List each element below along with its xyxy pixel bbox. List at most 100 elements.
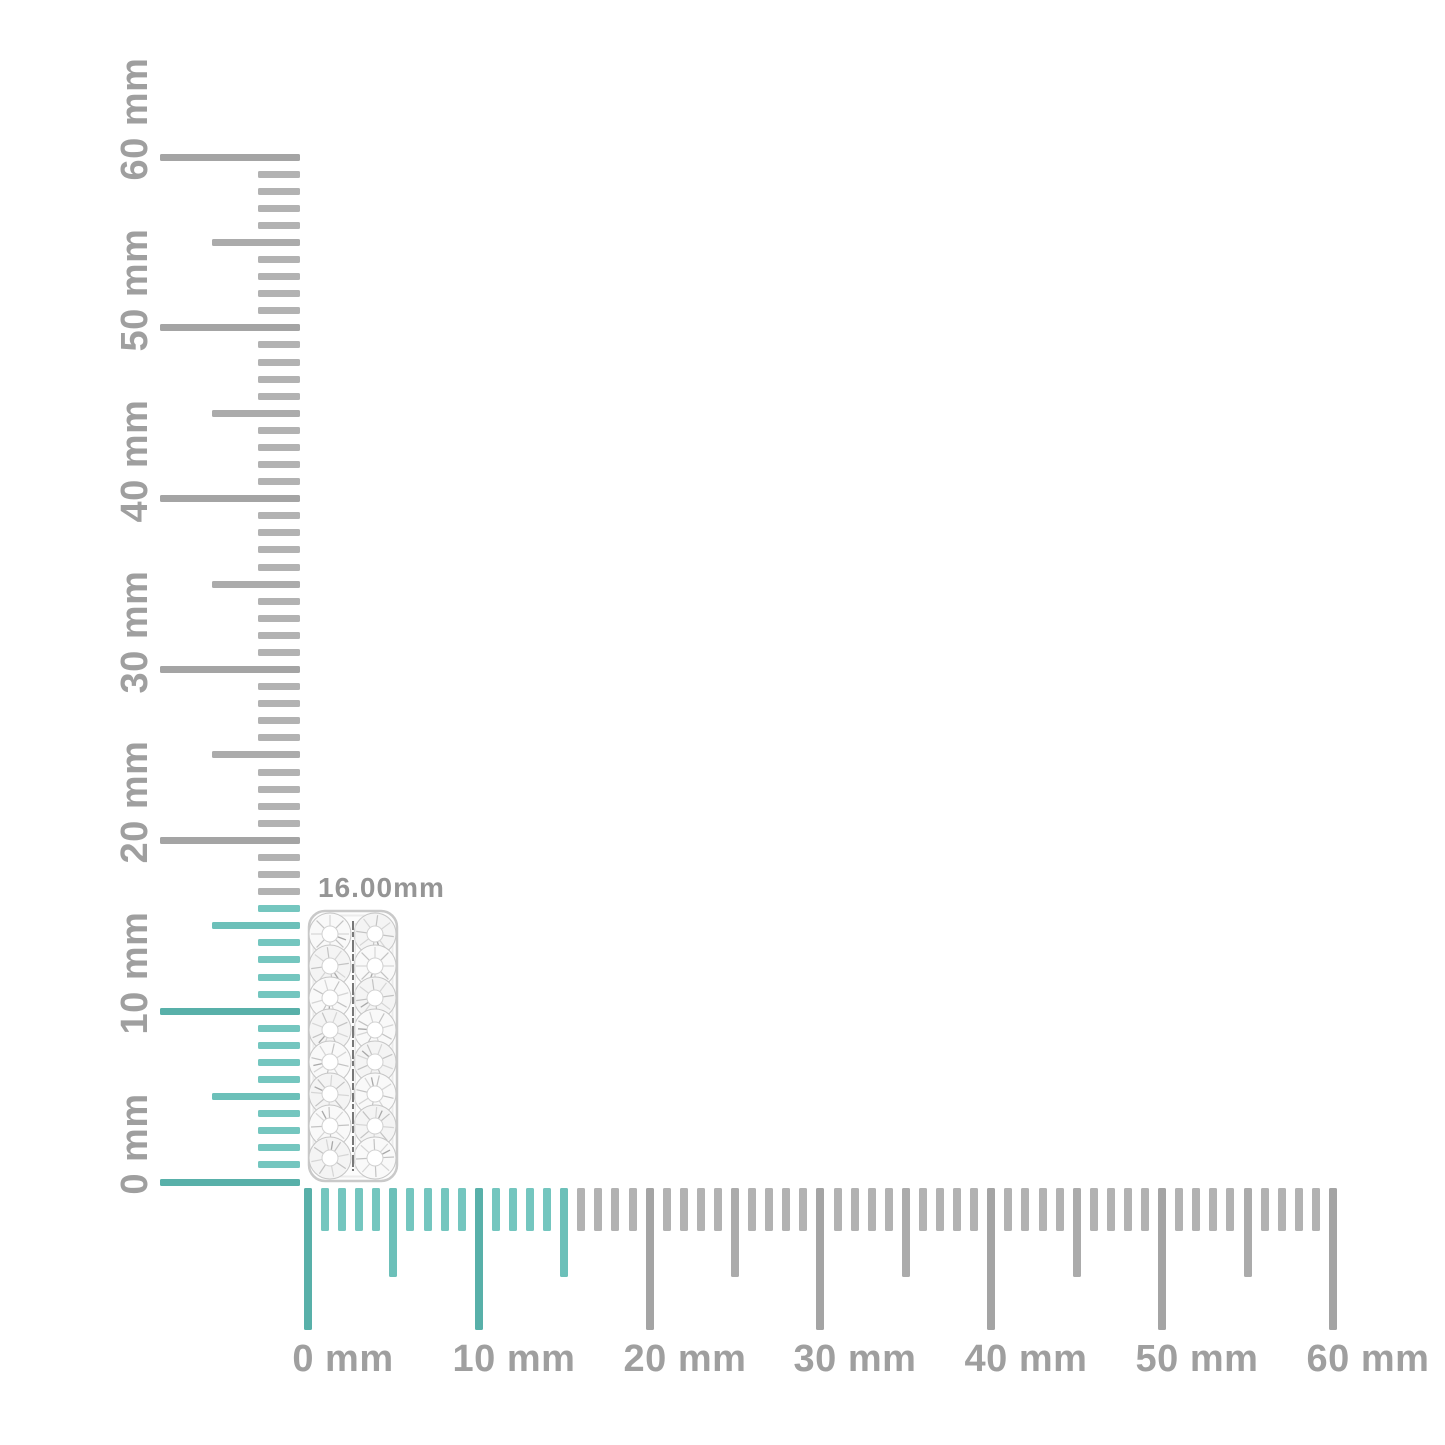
h-tick-27mm: [765, 1188, 773, 1231]
h-tick-57mm: [1278, 1188, 1286, 1231]
v-tick-44mm: [258, 427, 300, 434]
v-tick-10mm: [160, 1008, 300, 1015]
v-ruler-label-40mm: 40 mm: [114, 399, 156, 523]
v-tick-16mm: [258, 905, 300, 912]
h-tick-35mm: [902, 1188, 910, 1277]
v-tick-31mm: [258, 649, 300, 656]
h-tick-14mm: [543, 1188, 551, 1231]
v-tick-47mm: [258, 376, 300, 383]
diamond-stone: [308, 976, 352, 1020]
v-tick-48mm: [258, 359, 300, 366]
h-tick-19mm: [629, 1188, 637, 1231]
h-tick-24mm: [714, 1188, 722, 1231]
diamond-stone: [308, 912, 352, 956]
h-tick-7mm: [424, 1188, 432, 1231]
h-tick-6mm: [406, 1188, 414, 1231]
v-tick-8mm: [258, 1042, 300, 1049]
v-tick-52mm: [258, 290, 300, 297]
v-tick-24mm: [258, 769, 300, 776]
h-tick-55mm: [1244, 1188, 1252, 1277]
h-tick-8mm: [441, 1188, 449, 1231]
h-tick-47mm: [1107, 1188, 1115, 1231]
h-tick-51mm: [1175, 1188, 1183, 1231]
h-tick-56mm: [1261, 1188, 1269, 1231]
h-tick-28mm: [782, 1188, 790, 1231]
v-tick-26mm: [258, 734, 300, 741]
h-tick-58mm: [1295, 1188, 1303, 1231]
v-ruler-label-20mm: 20 mm: [114, 740, 156, 864]
v-tick-15mm: [212, 922, 300, 929]
v-tick-46mm: [258, 393, 300, 400]
v-tick-22mm: [258, 803, 300, 810]
v-tick-50mm: [160, 324, 300, 331]
diamond-stone: [308, 1072, 352, 1116]
v-tick-43mm: [258, 444, 300, 451]
v-tick-39mm: [258, 512, 300, 519]
v-ruler-label-60mm: 60 mm: [114, 57, 156, 181]
h-tick-11mm: [492, 1188, 500, 1231]
v-tick-21mm: [258, 820, 300, 827]
h-tick-26mm: [748, 1188, 756, 1231]
v-ruler-label-0mm: 0 mm: [114, 1093, 156, 1195]
h-tick-18mm: [611, 1188, 619, 1231]
v-tick-20mm: [160, 837, 300, 844]
h-ruler-label-20mm: 20 mm: [623, 1338, 747, 1380]
v-tick-36mm: [258, 564, 300, 571]
diamond-stone: [353, 1136, 397, 1180]
diamond-stone: [308, 1104, 352, 1148]
h-tick-20mm: [646, 1188, 654, 1330]
v-tick-13mm: [258, 956, 300, 963]
diamond-stone: [308, 1008, 352, 1052]
v-tick-19mm: [258, 854, 300, 861]
h-tick-44mm: [1056, 1188, 1064, 1231]
v-tick-32mm: [258, 632, 300, 639]
h-tick-30mm: [816, 1188, 824, 1330]
v-tick-53mm: [258, 273, 300, 280]
v-tick-37mm: [258, 546, 300, 553]
h-tick-48mm: [1124, 1188, 1132, 1231]
h-tick-40mm: [987, 1188, 995, 1330]
v-tick-11mm: [258, 991, 300, 998]
v-tick-49mm: [258, 341, 300, 348]
v-tick-7mm: [258, 1059, 300, 1066]
v-tick-29mm: [258, 683, 300, 690]
h-tick-13mm: [526, 1188, 534, 1231]
v-tick-2mm: [258, 1144, 300, 1151]
v-ruler-label-50mm: 50 mm: [114, 228, 156, 352]
v-tick-18mm: [258, 871, 300, 878]
h-tick-1mm: [321, 1188, 329, 1231]
h-tick-41mm: [1004, 1188, 1012, 1231]
h-tick-2mm: [338, 1188, 346, 1231]
h-tick-15mm: [560, 1188, 568, 1277]
diamond-stone: [353, 944, 397, 988]
h-tick-17mm: [594, 1188, 602, 1231]
h-tick-45mm: [1073, 1188, 1081, 1277]
h-tick-34mm: [885, 1188, 893, 1231]
v-tick-54mm: [258, 256, 300, 263]
h-tick-37mm: [936, 1188, 944, 1231]
v-tick-42mm: [258, 461, 300, 468]
h-tick-21mm: [663, 1188, 671, 1231]
h-tick-25mm: [731, 1188, 739, 1277]
v-tick-40mm: [160, 495, 300, 502]
v-tick-51mm: [258, 307, 300, 314]
h-tick-39mm: [970, 1188, 978, 1231]
h-tick-29mm: [799, 1188, 807, 1231]
v-tick-59mm: [258, 171, 300, 178]
h-tick-50mm: [1158, 1188, 1166, 1330]
h-tick-12mm: [509, 1188, 517, 1231]
v-tick-3mm: [258, 1127, 300, 1134]
h-tick-54mm: [1226, 1188, 1234, 1231]
measurement-label: 16.00mm: [318, 872, 445, 903]
h-tick-60mm: [1329, 1188, 1337, 1330]
h-tick-4mm: [372, 1188, 380, 1231]
v-tick-9mm: [258, 1025, 300, 1032]
v-tick-58mm: [258, 188, 300, 195]
v-tick-34mm: [258, 598, 300, 605]
v-tick-30mm: [160, 666, 300, 673]
h-tick-5mm: [389, 1188, 397, 1277]
v-tick-4mm: [258, 1110, 300, 1117]
h-ruler-label-30mm: 30 mm: [793, 1338, 917, 1380]
diamond-stone: [308, 1136, 352, 1180]
v-tick-1mm: [258, 1161, 300, 1168]
